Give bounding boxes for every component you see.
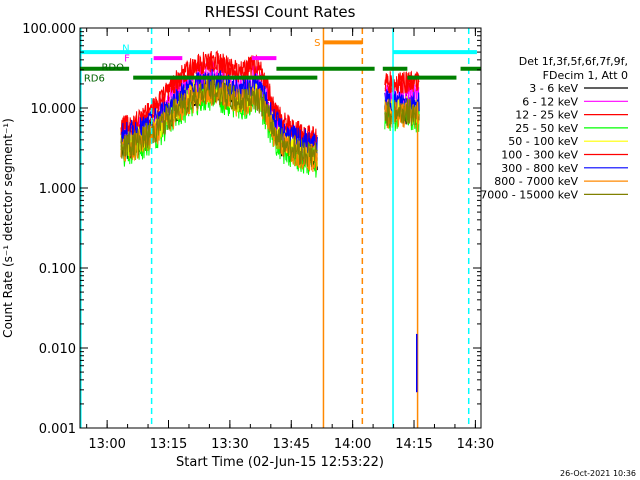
- footer-timestamp: 26-Oct-2021 10:36: [560, 469, 636, 478]
- y-tick-label: 0.010: [39, 342, 76, 357]
- x-tick-label: 14:00: [334, 437, 371, 452]
- plot-frame: [79, 27, 482, 429]
- x-tick-label: 14:30: [457, 437, 494, 452]
- y-tick-label: 1.000: [39, 182, 76, 197]
- legend-label-0: 3 - 6 keV: [529, 82, 578, 95]
- flag-label-rdo: RDO: [101, 63, 124, 74]
- legend-label-1: 6 - 12 keV: [522, 95, 578, 108]
- legend-label-4: 50 - 100 keV: [508, 135, 578, 148]
- legend-label-7: 800 - 7000 keV: [494, 175, 578, 188]
- legend-header-line-2: FDecim 1, Att 0: [543, 69, 628, 82]
- series-line-5: [120, 53, 318, 148]
- legend-label-2: 12 - 25 keV: [515, 109, 578, 122]
- x-tick-label: 13:00: [88, 437, 125, 452]
- y-axis-label: Count Rate (s⁻¹ detector segment⁻¹): [1, 118, 15, 338]
- y-tick-label: 0.001: [39, 422, 76, 437]
- x-tick-label: 13:45: [273, 437, 310, 452]
- x-tick-label: 14:15: [395, 437, 432, 452]
- series-line-8: [120, 77, 318, 167]
- series-line-8: [384, 98, 420, 127]
- flag-label-n: N: [122, 44, 129, 55]
- data-series-layer: [80, 28, 470, 428]
- chart-title: RHESSI Count Rates: [205, 3, 356, 21]
- y-tick-label: 0.100: [39, 262, 76, 277]
- legend: Det 1f,3f,5f,6f,7f,9f, FDecim 1, Att 0 3…: [480, 55, 628, 201]
- y-tick-label: 100.000: [22, 22, 76, 37]
- legend-label-5: 100 - 300 keV: [501, 149, 578, 162]
- series-line-5: [384, 71, 420, 94]
- legend-label-8: 7000 - 15000 keV: [480, 188, 578, 201]
- axes-layer: 100.000 10.000 1.000 0.100 0.010 0.001 13:00 13…: [22, 22, 494, 452]
- y-tick-label: 10.000: [31, 102, 77, 117]
- flag-label-rd6: RD6: [84, 74, 105, 85]
- x-tick-label: 13:30: [211, 437, 248, 452]
- legend-label-3: 25 - 50 keV: [515, 122, 578, 135]
- legend-label-6: 300 - 800 keV: [501, 162, 578, 175]
- x-axis-label: Start Time (02-Jun-15 12:53:22): [176, 455, 384, 470]
- flag-label-s: S: [314, 38, 320, 49]
- x-tick-label: 13:15: [150, 437, 187, 452]
- legend-header-line-1: Det 1f,3f,5f,6f,7f,9f,: [519, 55, 628, 68]
- flag-label-f: F: [124, 53, 130, 64]
